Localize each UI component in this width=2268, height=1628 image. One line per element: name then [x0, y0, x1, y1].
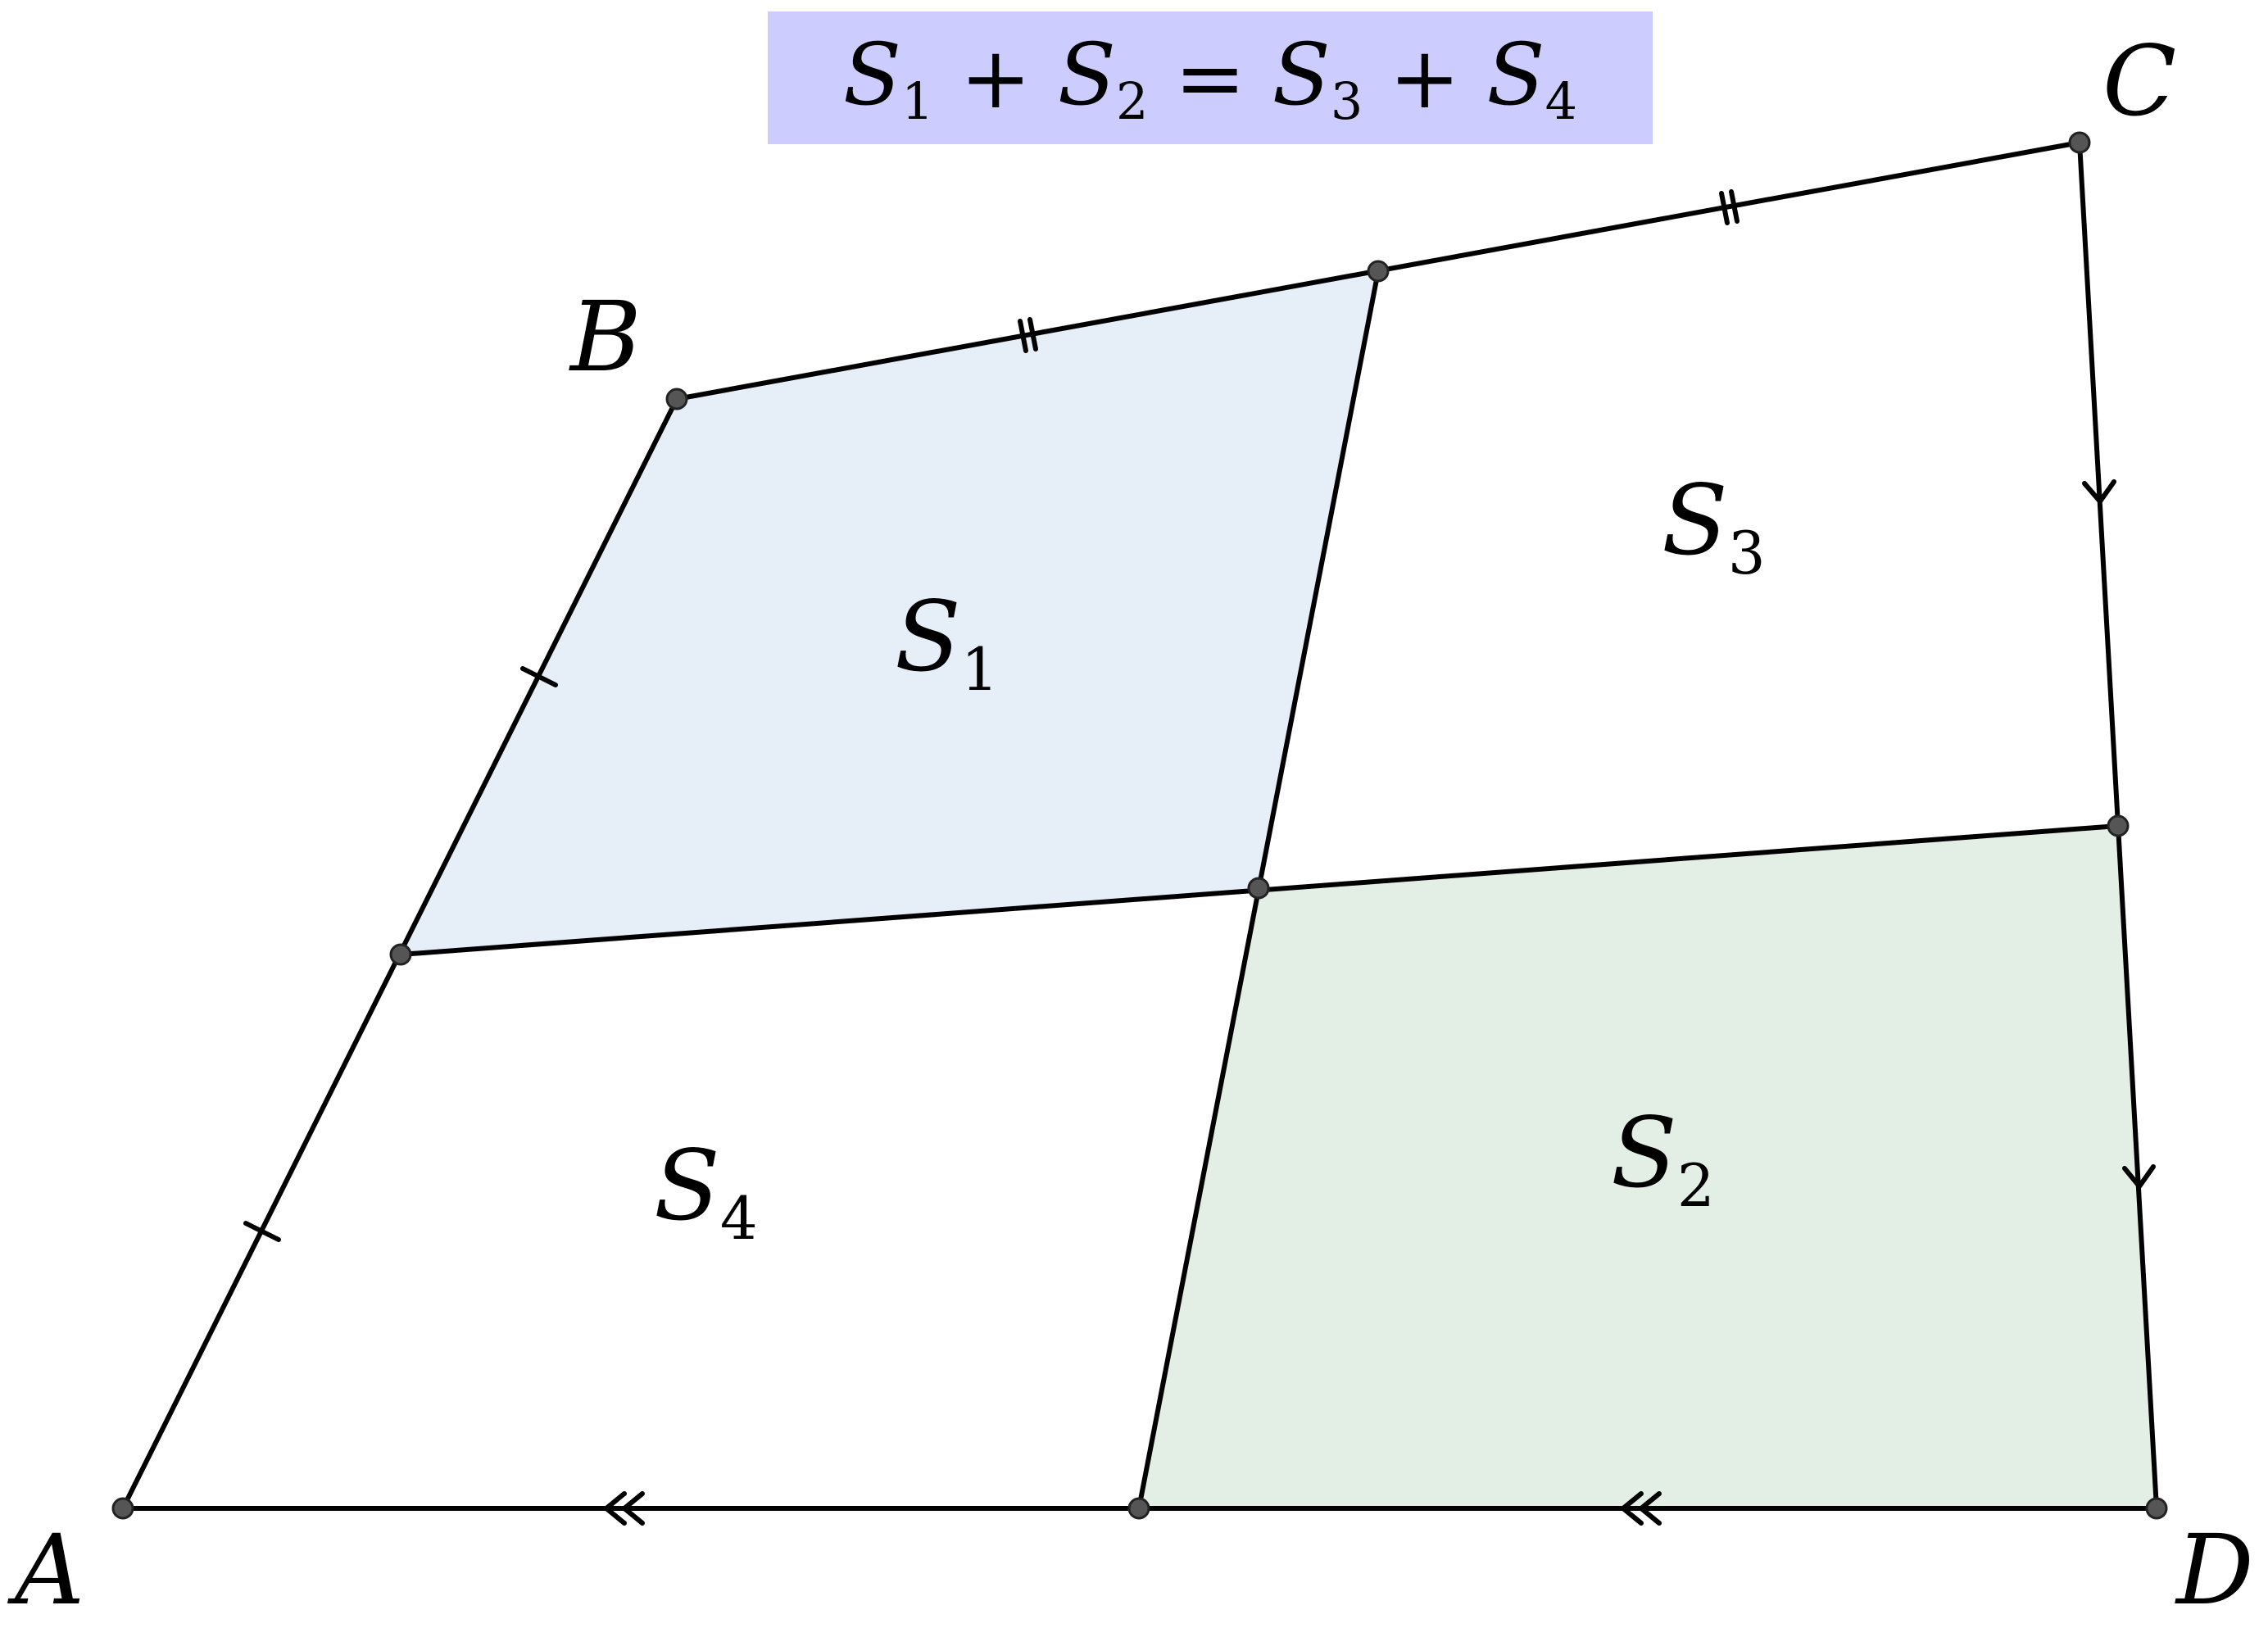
- point-mid-da: [1129, 1499, 1149, 1518]
- point-center: [1249, 878, 1268, 898]
- label-s4: S4: [654, 1129, 758, 1253]
- label-s3: S3: [1662, 464, 1766, 587]
- region-s1: [401, 271, 1378, 955]
- point-mid-cd: [2108, 816, 2128, 836]
- label-d: D: [2175, 1513, 2254, 1626]
- tick-bc-2b: [1731, 192, 1737, 221]
- point-a: [113, 1499, 133, 1518]
- point-d: [2147, 1499, 2166, 1518]
- point-b: [667, 389, 687, 409]
- label-c: C: [2102, 25, 2176, 138]
- point-mid-bc: [1368, 261, 1388, 281]
- label-a: A: [7, 1513, 84, 1626]
- point-c: [2070, 133, 2089, 152]
- label-b: B: [569, 280, 642, 393]
- point-mid-ab: [391, 945, 411, 964]
- tick-bc-2a: [1721, 193, 1727, 223]
